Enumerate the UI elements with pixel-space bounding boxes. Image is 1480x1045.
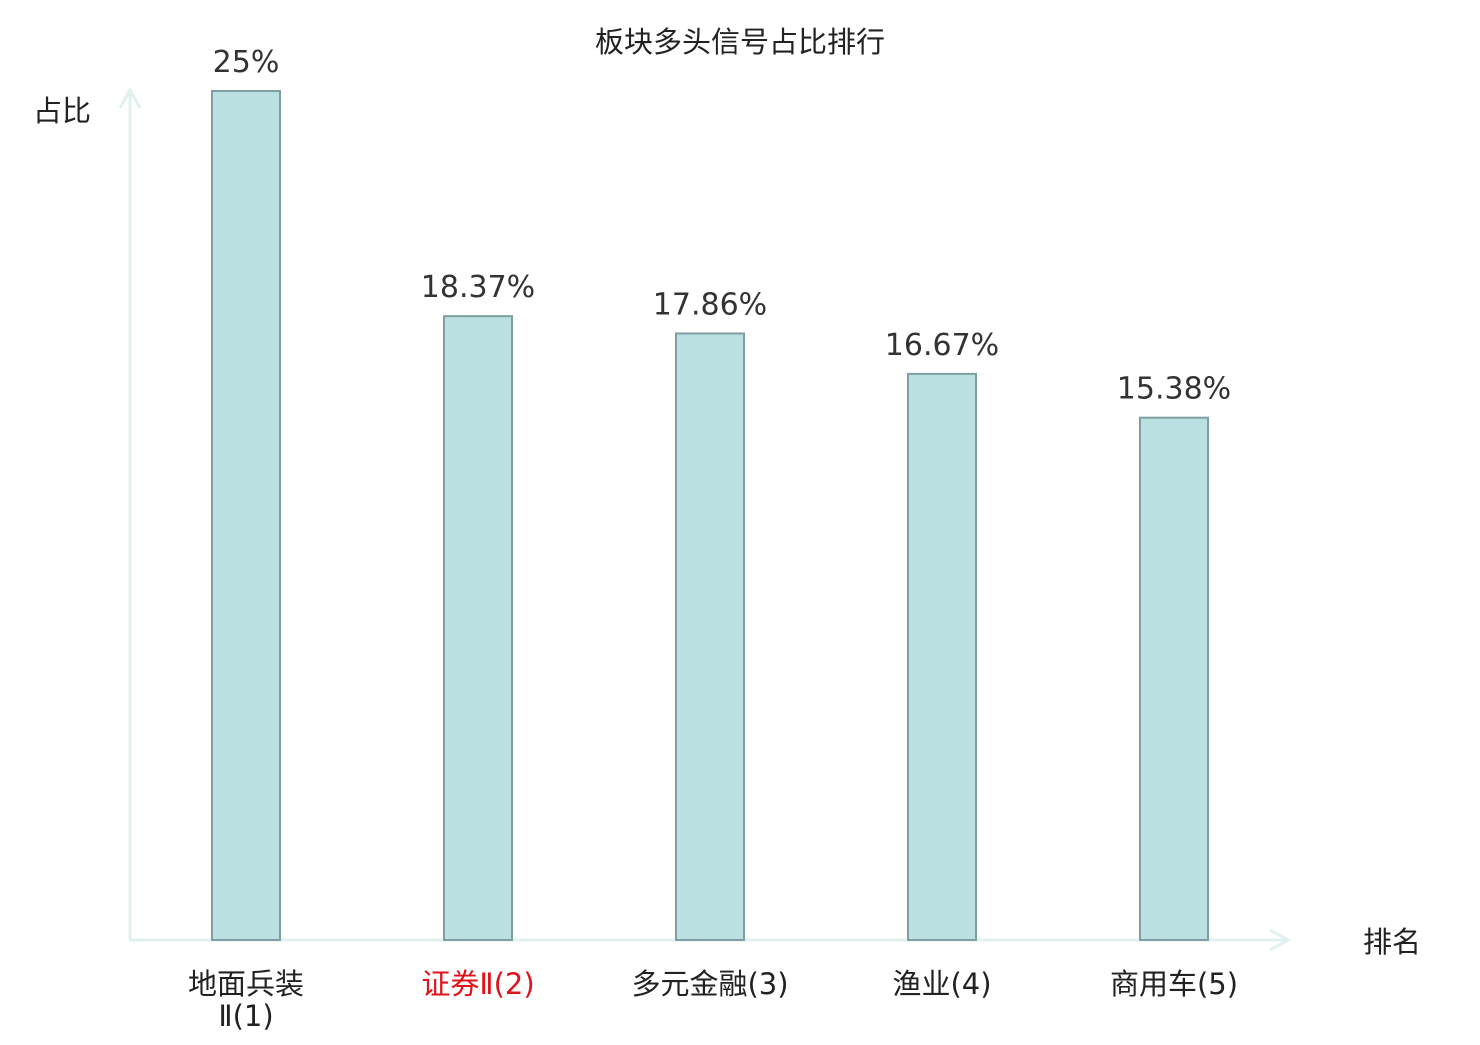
category-tick-label: 地面兵装 — [188, 967, 304, 1001]
bar-value-label: 25% — [213, 45, 280, 80]
bar — [907, 372, 977, 942]
bar — [675, 332, 745, 941]
chart-title: 板块多头信号占比排行 — [595, 25, 885, 59]
category-tick-label: 多元金融(3) — [631, 967, 788, 1001]
bar-value-label: 16.67% — [885, 328, 999, 363]
bar-value-label: 18.37% — [421, 270, 535, 305]
y-axis-label: 占比 — [33, 94, 91, 128]
category-tick-label: 渔业(4) — [892, 967, 991, 1001]
bar — [211, 90, 281, 941]
category-tick-label: 证券Ⅱ(2) — [421, 967, 534, 1001]
x-axis-arrow-icon — [1269, 928, 1292, 952]
bar — [1139, 416, 1209, 941]
bar — [443, 315, 513, 941]
x-axis-label: 排名 — [1363, 925, 1421, 959]
category-tick-label: 商用车(5) — [1110, 967, 1238, 1001]
y-axis-arrow-icon — [118, 86, 142, 109]
bar-value-label: 15.38% — [1117, 372, 1231, 407]
bar-value-label: 17.86% — [653, 287, 767, 322]
category-tick-label: Ⅱ(1) — [218, 999, 273, 1033]
